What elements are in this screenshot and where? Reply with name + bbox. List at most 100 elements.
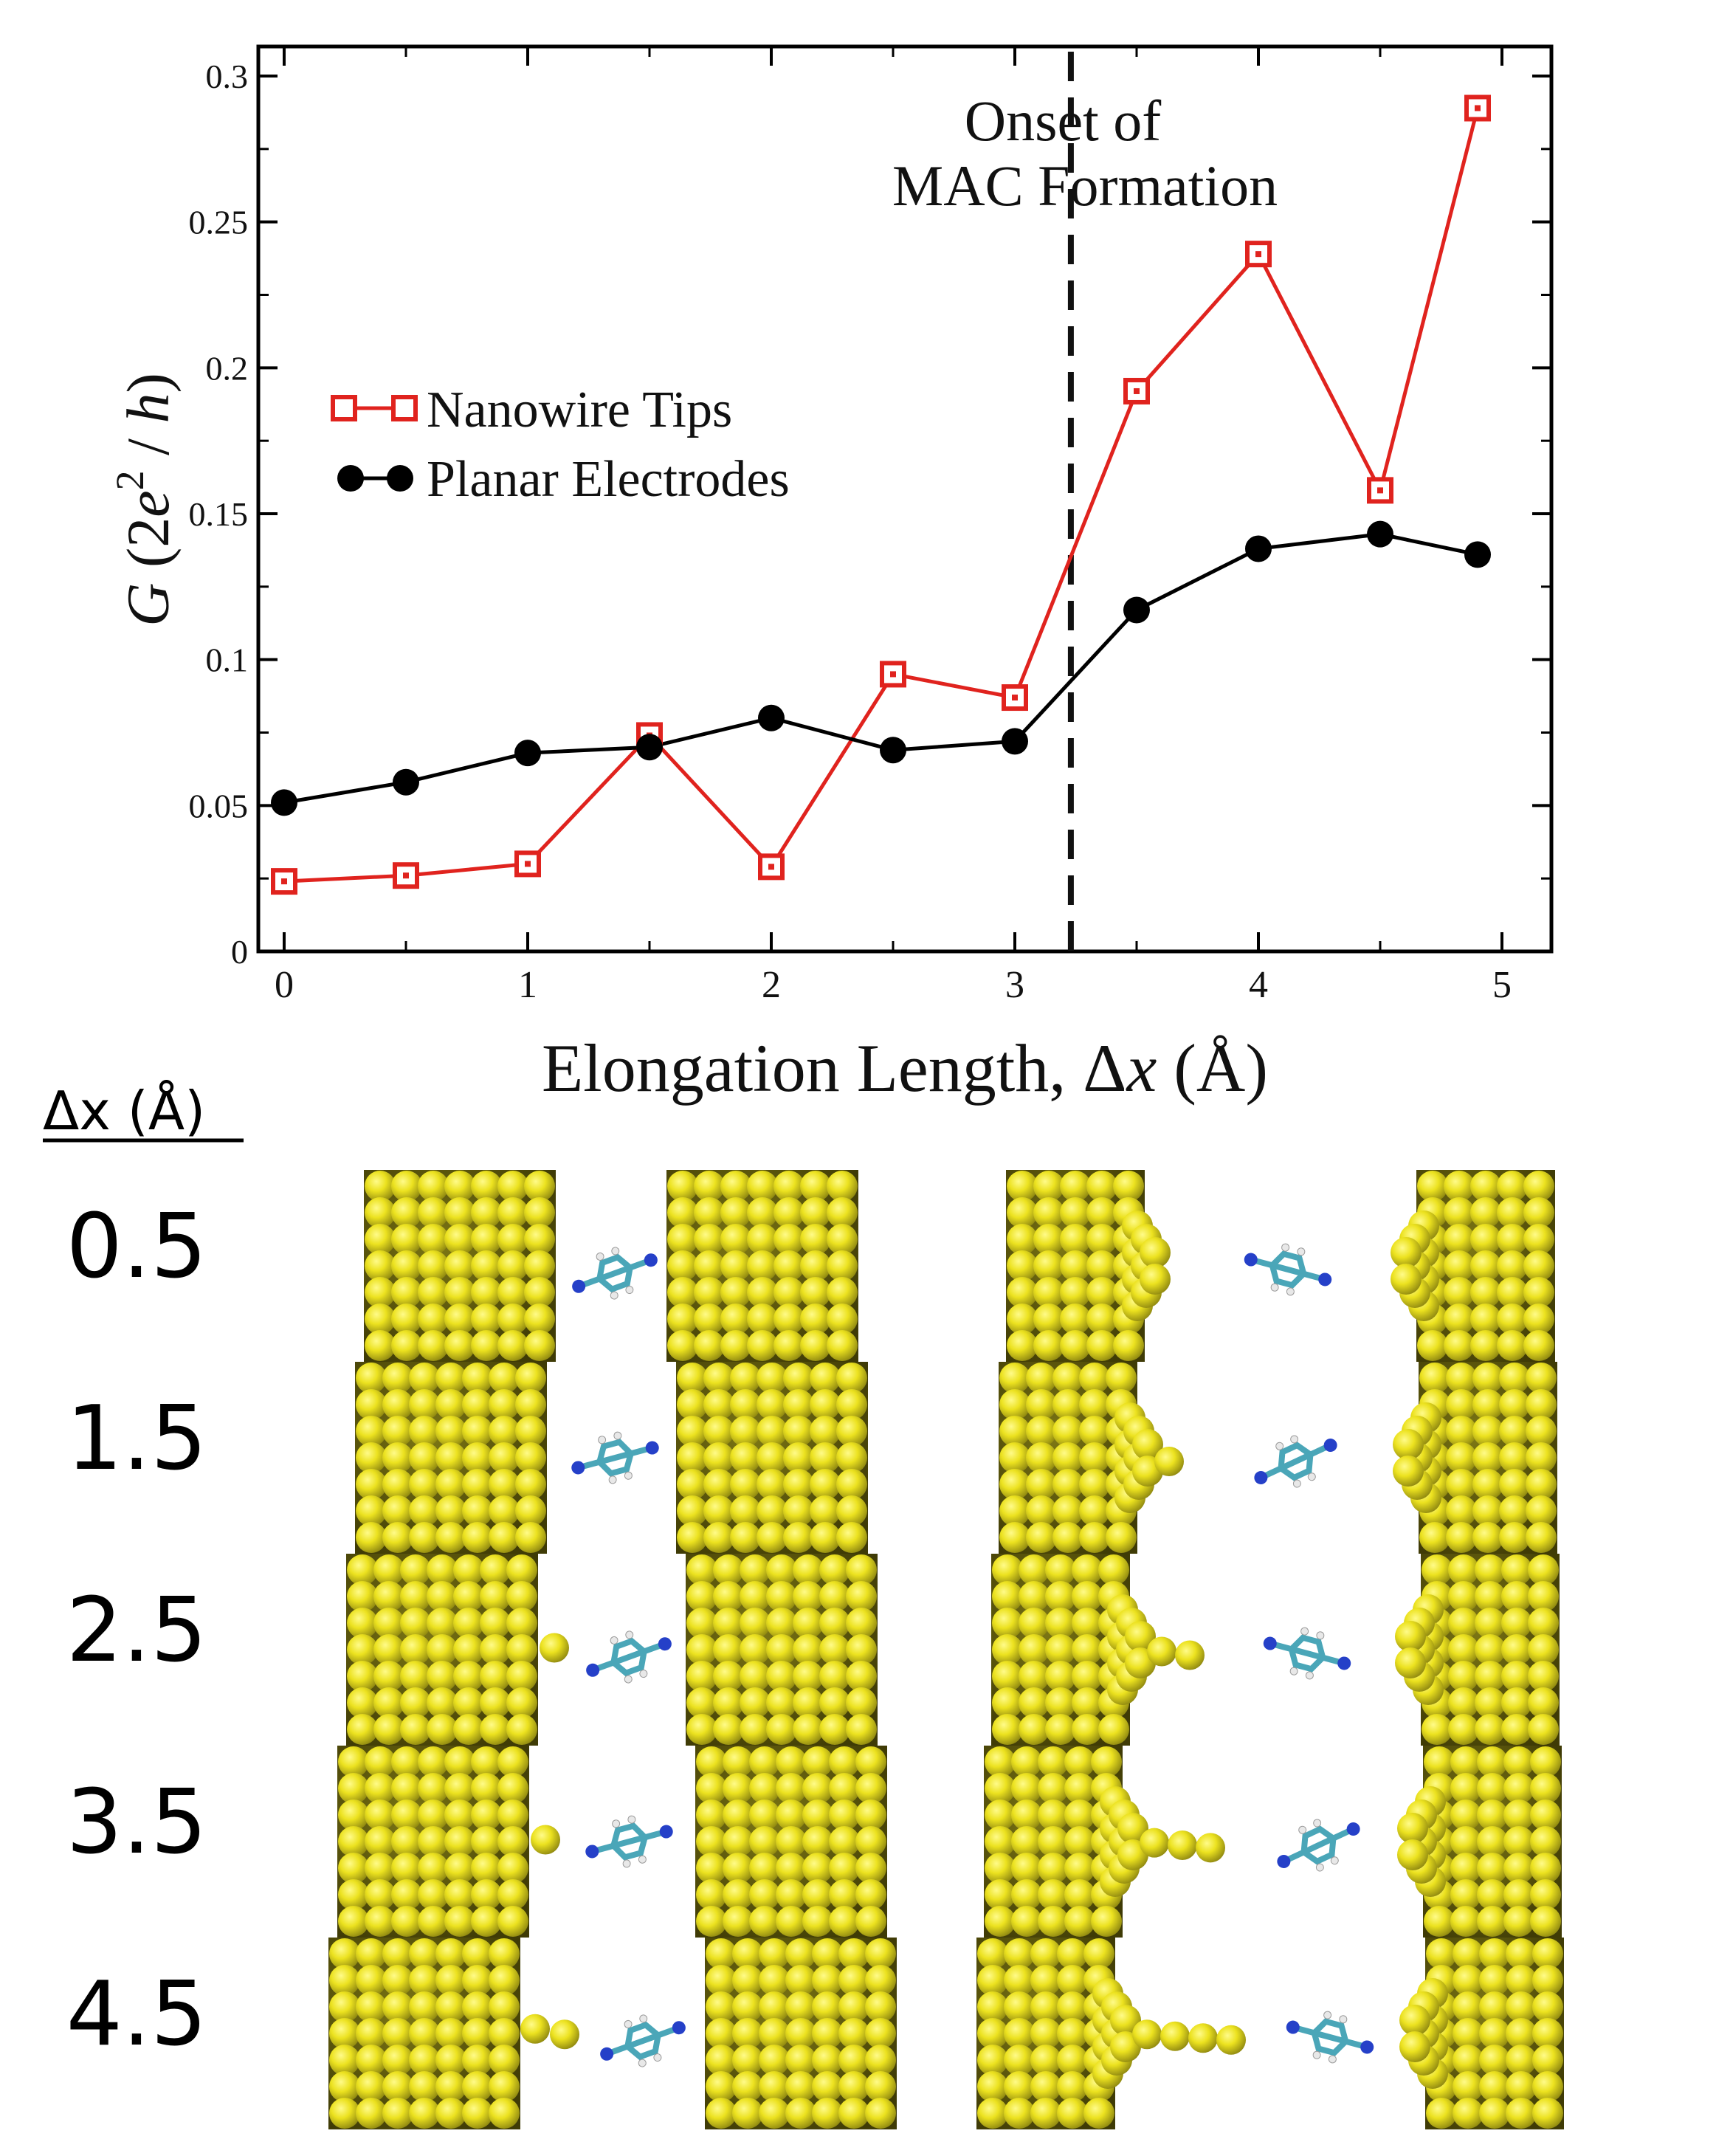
gold-atom bbox=[1472, 1442, 1503, 1473]
gold-atom bbox=[757, 1469, 788, 1500]
gold-atom bbox=[391, 1277, 422, 1308]
gold-atom bbox=[977, 1938, 1008, 1969]
gold-atom bbox=[1033, 1224, 1064, 1255]
gold-atom bbox=[1526, 1416, 1557, 1447]
data-point-planar bbox=[393, 768, 419, 796]
gold-atom bbox=[462, 2071, 493, 2102]
gold-atom bbox=[1422, 1714, 1453, 1745]
molecule-bond bbox=[577, 1444, 653, 1471]
gold-atom bbox=[1011, 1773, 1042, 1804]
gold-atom bbox=[1528, 1687, 1559, 1718]
gold-atom bbox=[1503, 1746, 1534, 1777]
gold-atom bbox=[382, 1938, 413, 1969]
gold-atom bbox=[1045, 1581, 1076, 1612]
nitrogen-atom bbox=[659, 1825, 673, 1839]
gold-atom bbox=[667, 1171, 698, 1202]
gold-atom bbox=[489, 1389, 520, 1420]
gold-atom bbox=[391, 1330, 422, 1361]
gold-atom bbox=[1472, 1416, 1503, 1447]
structure-row bbox=[364, 1170, 1555, 1362]
molecule-bond bbox=[591, 1828, 667, 1855]
gold-atom bbox=[855, 1853, 886, 1884]
gold-atom bbox=[766, 1687, 797, 1718]
gold-atom bbox=[759, 2098, 790, 2129]
gold-atom bbox=[776, 1826, 807, 1857]
gold-atom bbox=[365, 1746, 396, 1777]
gold-atom bbox=[497, 1746, 528, 1777]
gold-atom bbox=[1501, 1714, 1532, 1745]
gold-atom bbox=[444, 1277, 475, 1308]
gold-atom bbox=[444, 1906, 475, 1937]
gold-chain-atom bbox=[1175, 1640, 1205, 1670]
gold-atom bbox=[480, 1714, 511, 1745]
gold-atom bbox=[783, 1416, 814, 1447]
gold-atom bbox=[471, 1826, 502, 1857]
benzene-ring bbox=[1278, 1442, 1314, 1481]
gold-atom bbox=[1426, 2098, 1457, 2129]
gold-atom bbox=[382, 2018, 413, 2049]
gold-atom bbox=[1086, 1224, 1117, 1255]
gold-atom bbox=[382, 2071, 413, 2102]
gold-atom bbox=[489, 1416, 520, 1447]
gold-atom bbox=[836, 1522, 867, 1553]
gold-atom bbox=[489, 1495, 520, 1526]
gold-atom bbox=[338, 1799, 369, 1830]
gold-atom bbox=[382, 1442, 413, 1473]
structures bbox=[328, 1170, 1564, 2129]
gold-atom bbox=[1506, 1991, 1537, 2022]
gold-atom bbox=[1038, 1906, 1069, 1937]
gold-atom bbox=[1004, 2018, 1035, 2049]
gold-atom bbox=[1497, 1224, 1528, 1255]
gold-atom bbox=[855, 1826, 886, 1857]
gold-atom bbox=[846, 1634, 877, 1665]
panel-column-header: Δx (Å) bbox=[43, 1080, 205, 1142]
gold-atom bbox=[1026, 1469, 1057, 1500]
gold-atom bbox=[1497, 1250, 1528, 1281]
data-point-planar bbox=[758, 704, 785, 731]
gold-atom bbox=[329, 1965, 360, 1996]
gold-atom bbox=[409, 1389, 440, 1420]
gold-atom bbox=[992, 1634, 1023, 1665]
gold-atom bbox=[802, 1799, 833, 1830]
gold-atom bbox=[365, 1224, 396, 1255]
gold-atom bbox=[1083, 2098, 1114, 2129]
gold-atom bbox=[391, 1906, 422, 1937]
gold-atom bbox=[723, 1746, 754, 1777]
gold-atom bbox=[365, 1906, 396, 1937]
y-tick-label: 0.3 bbox=[206, 58, 249, 95]
gold-atom bbox=[427, 1608, 458, 1639]
gold-atom bbox=[497, 1799, 528, 1830]
nitrogen-atom bbox=[600, 2047, 614, 2061]
gold-atom bbox=[713, 1608, 744, 1639]
data-point-nanowire-center bbox=[1475, 105, 1481, 111]
gold-atom bbox=[992, 1687, 1023, 1718]
gold-atom bbox=[1448, 1554, 1479, 1585]
gold-atom bbox=[1098, 1714, 1129, 1745]
gold-atom bbox=[356, 1469, 387, 1500]
data-point-planar bbox=[636, 734, 663, 761]
gold-chain-atom bbox=[1147, 1636, 1176, 1667]
gold-atom bbox=[793, 1581, 824, 1612]
gold-atom bbox=[773, 1197, 804, 1228]
gold-atom bbox=[515, 1495, 546, 1526]
gold-tip-atom bbox=[1140, 1237, 1171, 1268]
nitrogen-atom bbox=[572, 1279, 586, 1293]
gold-atom bbox=[747, 1303, 778, 1334]
gold-atom bbox=[1424, 1746, 1455, 1777]
nitrogen-atom bbox=[644, 1253, 658, 1267]
gold-atom bbox=[524, 1197, 555, 1228]
gold-atom bbox=[1007, 1303, 1038, 1334]
gold-atom bbox=[1060, 1330, 1091, 1361]
gold-atom bbox=[1072, 1554, 1103, 1585]
gold-atom bbox=[329, 1938, 360, 1969]
legend: Nanowire Tips Planar Electrodes bbox=[331, 382, 790, 508]
gold-atom bbox=[435, 1965, 466, 1996]
gold-tip-atom bbox=[1140, 1264, 1171, 1295]
gold-atom bbox=[1472, 1389, 1503, 1420]
gold-atom bbox=[783, 1522, 814, 1553]
gold-atom bbox=[373, 1634, 404, 1665]
gold-atom bbox=[723, 1799, 754, 1830]
gold-atom bbox=[773, 1250, 804, 1281]
gold-atom bbox=[1019, 1608, 1050, 1639]
data-point-nanowire-center bbox=[1134, 388, 1140, 394]
